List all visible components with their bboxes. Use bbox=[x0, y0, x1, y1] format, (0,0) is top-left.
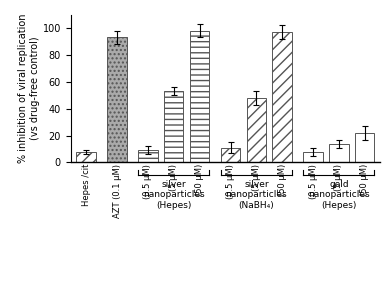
Text: gold
nanoparticles
(Hepes): gold nanoparticles (Hepes) bbox=[308, 180, 370, 210]
Text: silver
nanoparticles
(Hepes): silver nanoparticles (Hepes) bbox=[143, 180, 205, 210]
Bar bbox=[107, 37, 127, 162]
Text: silver
nanoparticles
(NaBH₄): silver nanoparticles (NaBH₄) bbox=[225, 180, 287, 210]
Bar bbox=[355, 133, 374, 162]
Bar bbox=[221, 148, 240, 162]
Bar bbox=[190, 31, 209, 162]
Bar bbox=[138, 150, 158, 162]
Bar bbox=[76, 152, 96, 162]
Bar bbox=[303, 152, 323, 162]
Bar bbox=[164, 91, 183, 162]
Y-axis label: % inhibition of viral replication
(vs drug-free control): % inhibition of viral replication (vs dr… bbox=[18, 14, 40, 163]
Bar bbox=[247, 98, 266, 162]
Bar bbox=[272, 32, 292, 162]
Bar bbox=[329, 144, 348, 162]
